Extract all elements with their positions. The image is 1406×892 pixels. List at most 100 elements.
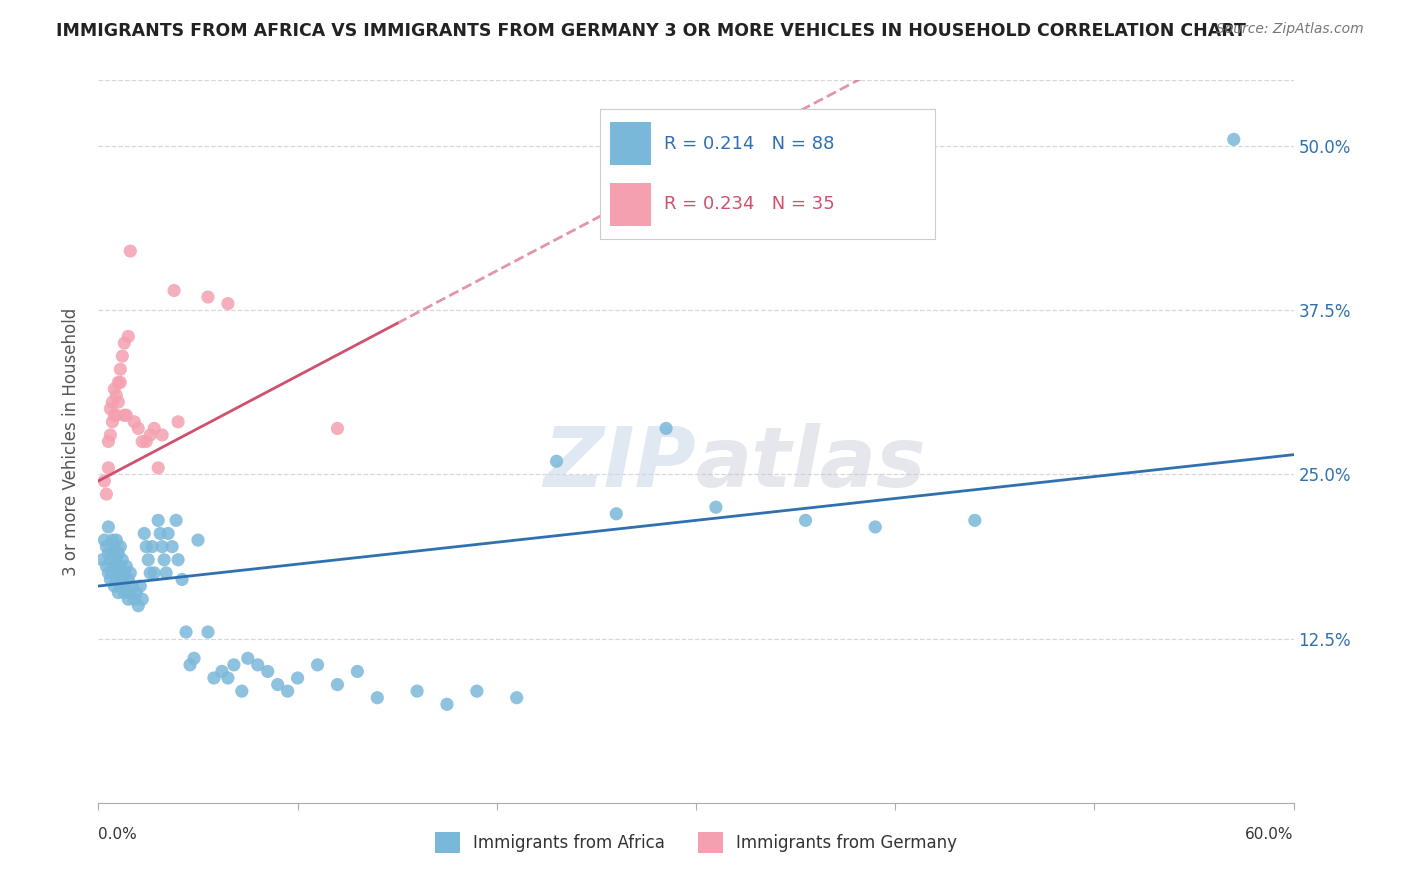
Point bbox=[120, 585, 142, 599]
Point bbox=[963, 513, 986, 527]
Point bbox=[97, 434, 120, 449]
Point bbox=[111, 553, 134, 567]
Point bbox=[246, 657, 269, 672]
Point bbox=[326, 421, 349, 435]
Point bbox=[105, 533, 128, 547]
Point bbox=[135, 434, 157, 449]
Point bbox=[98, 401, 122, 416]
Point bbox=[202, 671, 225, 685]
Point bbox=[139, 566, 162, 580]
Text: 60.0%: 60.0% bbox=[1246, 827, 1294, 842]
Point bbox=[222, 657, 245, 672]
Point bbox=[96, 487, 118, 501]
Point bbox=[346, 665, 368, 679]
Point bbox=[112, 566, 135, 580]
Point bbox=[98, 573, 122, 587]
Point bbox=[125, 585, 148, 599]
Point bbox=[172, 573, 194, 587]
Point bbox=[150, 428, 173, 442]
Point bbox=[217, 296, 239, 310]
Point bbox=[465, 684, 488, 698]
Point bbox=[149, 526, 172, 541]
Point bbox=[139, 428, 162, 442]
Point bbox=[112, 409, 135, 423]
Point bbox=[236, 651, 259, 665]
Point bbox=[97, 520, 120, 534]
Point bbox=[406, 684, 429, 698]
Point bbox=[107, 546, 129, 560]
Point bbox=[107, 376, 129, 390]
Point bbox=[96, 540, 118, 554]
Point bbox=[141, 540, 163, 554]
Point bbox=[115, 559, 138, 574]
Point bbox=[167, 553, 190, 567]
Point bbox=[165, 513, 187, 527]
Point bbox=[197, 290, 219, 304]
Point bbox=[111, 349, 134, 363]
Point bbox=[112, 336, 135, 351]
Point bbox=[101, 533, 124, 547]
Point bbox=[605, 507, 627, 521]
Point bbox=[134, 526, 156, 541]
Point bbox=[107, 585, 129, 599]
Point bbox=[117, 592, 139, 607]
Point bbox=[103, 559, 125, 574]
Point bbox=[105, 573, 128, 587]
Point bbox=[110, 579, 132, 593]
Point bbox=[1223, 132, 1246, 146]
Point bbox=[326, 677, 349, 691]
Point bbox=[179, 657, 201, 672]
Point bbox=[153, 553, 176, 567]
Point bbox=[97, 460, 120, 475]
Point bbox=[267, 677, 290, 691]
Legend: Immigrants from Africa, Immigrants from Germany: Immigrants from Africa, Immigrants from … bbox=[427, 826, 965, 860]
Point bbox=[103, 579, 125, 593]
Point bbox=[256, 665, 278, 679]
Point bbox=[157, 526, 180, 541]
Point bbox=[107, 566, 129, 580]
Point bbox=[135, 540, 157, 554]
Point bbox=[366, 690, 388, 705]
Point bbox=[704, 500, 727, 515]
Point bbox=[131, 592, 153, 607]
Point bbox=[174, 625, 197, 640]
Point bbox=[277, 684, 299, 698]
Point bbox=[105, 409, 128, 423]
Text: 0.0%: 0.0% bbox=[98, 827, 138, 842]
Point bbox=[143, 421, 166, 435]
Point bbox=[167, 415, 190, 429]
Text: atlas: atlas bbox=[696, 423, 927, 504]
Point bbox=[96, 559, 118, 574]
Point bbox=[120, 244, 142, 258]
Point bbox=[217, 671, 239, 685]
Point bbox=[120, 566, 142, 580]
Point bbox=[150, 540, 173, 554]
Point bbox=[111, 573, 134, 587]
Point bbox=[117, 573, 139, 587]
Point bbox=[231, 684, 253, 698]
Point bbox=[97, 546, 120, 560]
Point bbox=[211, 665, 233, 679]
Point bbox=[546, 454, 568, 468]
Point bbox=[101, 415, 124, 429]
Point bbox=[98, 428, 122, 442]
Point bbox=[127, 421, 149, 435]
Point bbox=[103, 382, 125, 396]
Point bbox=[143, 566, 166, 580]
Point bbox=[794, 513, 817, 527]
Point bbox=[436, 698, 458, 712]
Point bbox=[115, 579, 138, 593]
Point bbox=[136, 553, 159, 567]
Point bbox=[107, 395, 129, 409]
Point bbox=[115, 409, 138, 423]
Y-axis label: 3 or more Vehicles in Household: 3 or more Vehicles in Household bbox=[62, 308, 80, 575]
Point bbox=[506, 690, 529, 705]
Point bbox=[155, 566, 177, 580]
Point bbox=[183, 651, 205, 665]
Point bbox=[197, 625, 219, 640]
Point bbox=[101, 395, 124, 409]
Point bbox=[93, 474, 115, 488]
Point bbox=[307, 657, 329, 672]
Point bbox=[121, 579, 143, 593]
Point bbox=[91, 553, 114, 567]
